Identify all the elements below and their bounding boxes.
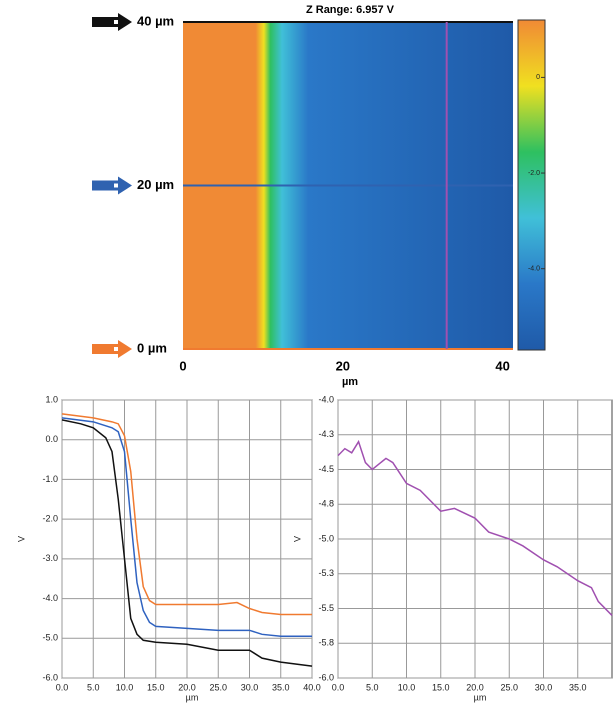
y-tick-label: 1.0 (45, 394, 58, 404)
x-tick-label: 5.0 (366, 682, 379, 692)
x-tick-label: 25.0 (500, 682, 518, 692)
y-tick-label: -5.3 (318, 568, 334, 578)
colorbar (517, 19, 546, 351)
x-axis-label: µm (186, 692, 199, 702)
y-tick-label: -5.0 (318, 533, 334, 543)
y-tick-label: -2.0 (42, 514, 58, 524)
y-tick-label: -4.5 (318, 464, 334, 474)
y-tick-label: -4.3 (318, 429, 334, 439)
colorbar-tick-label: 0 (536, 74, 540, 81)
marker-label: 20 µm (137, 177, 174, 192)
y-tick-label: 0.0 (45, 434, 58, 444)
x-tick-label: 10.0 (398, 682, 416, 692)
x-tick-label: 10.0 (116, 682, 134, 692)
x-tick-label: 25.0 (209, 682, 227, 692)
marker-notch (114, 20, 118, 24)
marker-arrow (92, 340, 132, 358)
y-axis-label: V (16, 536, 26, 542)
x-tick-label: 0.0 (56, 682, 69, 692)
data-line (61, 417, 312, 638)
x-tick-label: 30.0 (535, 682, 553, 692)
x-tick-label: 20.0 (466, 682, 484, 692)
y-tick-label: -1.0 (42, 474, 58, 484)
x-tick-label: 35.0 (272, 682, 290, 692)
x-axis-label: µm (474, 692, 487, 702)
chart-title: Z Range: 6.957 V (306, 4, 395, 16)
x-axis-label: µm (342, 376, 358, 388)
x-tick-label: 0 (179, 358, 186, 373)
x-tick-label: 35.0 (569, 682, 587, 692)
marker-label: 0 µm (137, 340, 167, 355)
x-tick-label: 40.0 (303, 682, 321, 692)
x-tick-label: 0.0 (332, 682, 345, 692)
y-axis-label: V (292, 536, 302, 542)
y-tick-label: -6.0 (42, 672, 58, 682)
data-line (61, 413, 312, 616)
x-tick-label: 20 (336, 358, 350, 373)
y-tick-label: -5.5 (318, 603, 334, 613)
x-tick-label: 20.0 (178, 682, 196, 692)
y-tick-label: -4.8 (318, 499, 334, 509)
marker-arrow (92, 13, 132, 31)
y-tick-label: -3.0 (42, 553, 58, 563)
colorbar-tick-label: -2.0 (528, 170, 540, 177)
x-tick-label: 30.0 (241, 682, 259, 692)
data-line (337, 439, 613, 616)
y-tick-label: -6.0 (318, 672, 334, 682)
marker-label: 40 µm (137, 13, 174, 28)
x-tick-label: 5.0 (87, 682, 100, 692)
marker-notch (114, 347, 118, 351)
marker-notch (114, 183, 118, 188)
colorbar-tick-label: -4.0 (528, 266, 540, 273)
y-tick-label: -4.0 (42, 593, 58, 603)
x-tick-label: 15.0 (432, 682, 450, 692)
y-tick-label: -5.0 (42, 633, 58, 643)
marker-arrow (92, 176, 132, 195)
y-tick-label: -4.0 (318, 394, 334, 404)
x-tick-label: 40 (495, 358, 509, 373)
y-tick-label: -5.8 (318, 638, 334, 648)
data-line (61, 419, 313, 667)
x-tick-label: 15.0 (147, 682, 165, 692)
